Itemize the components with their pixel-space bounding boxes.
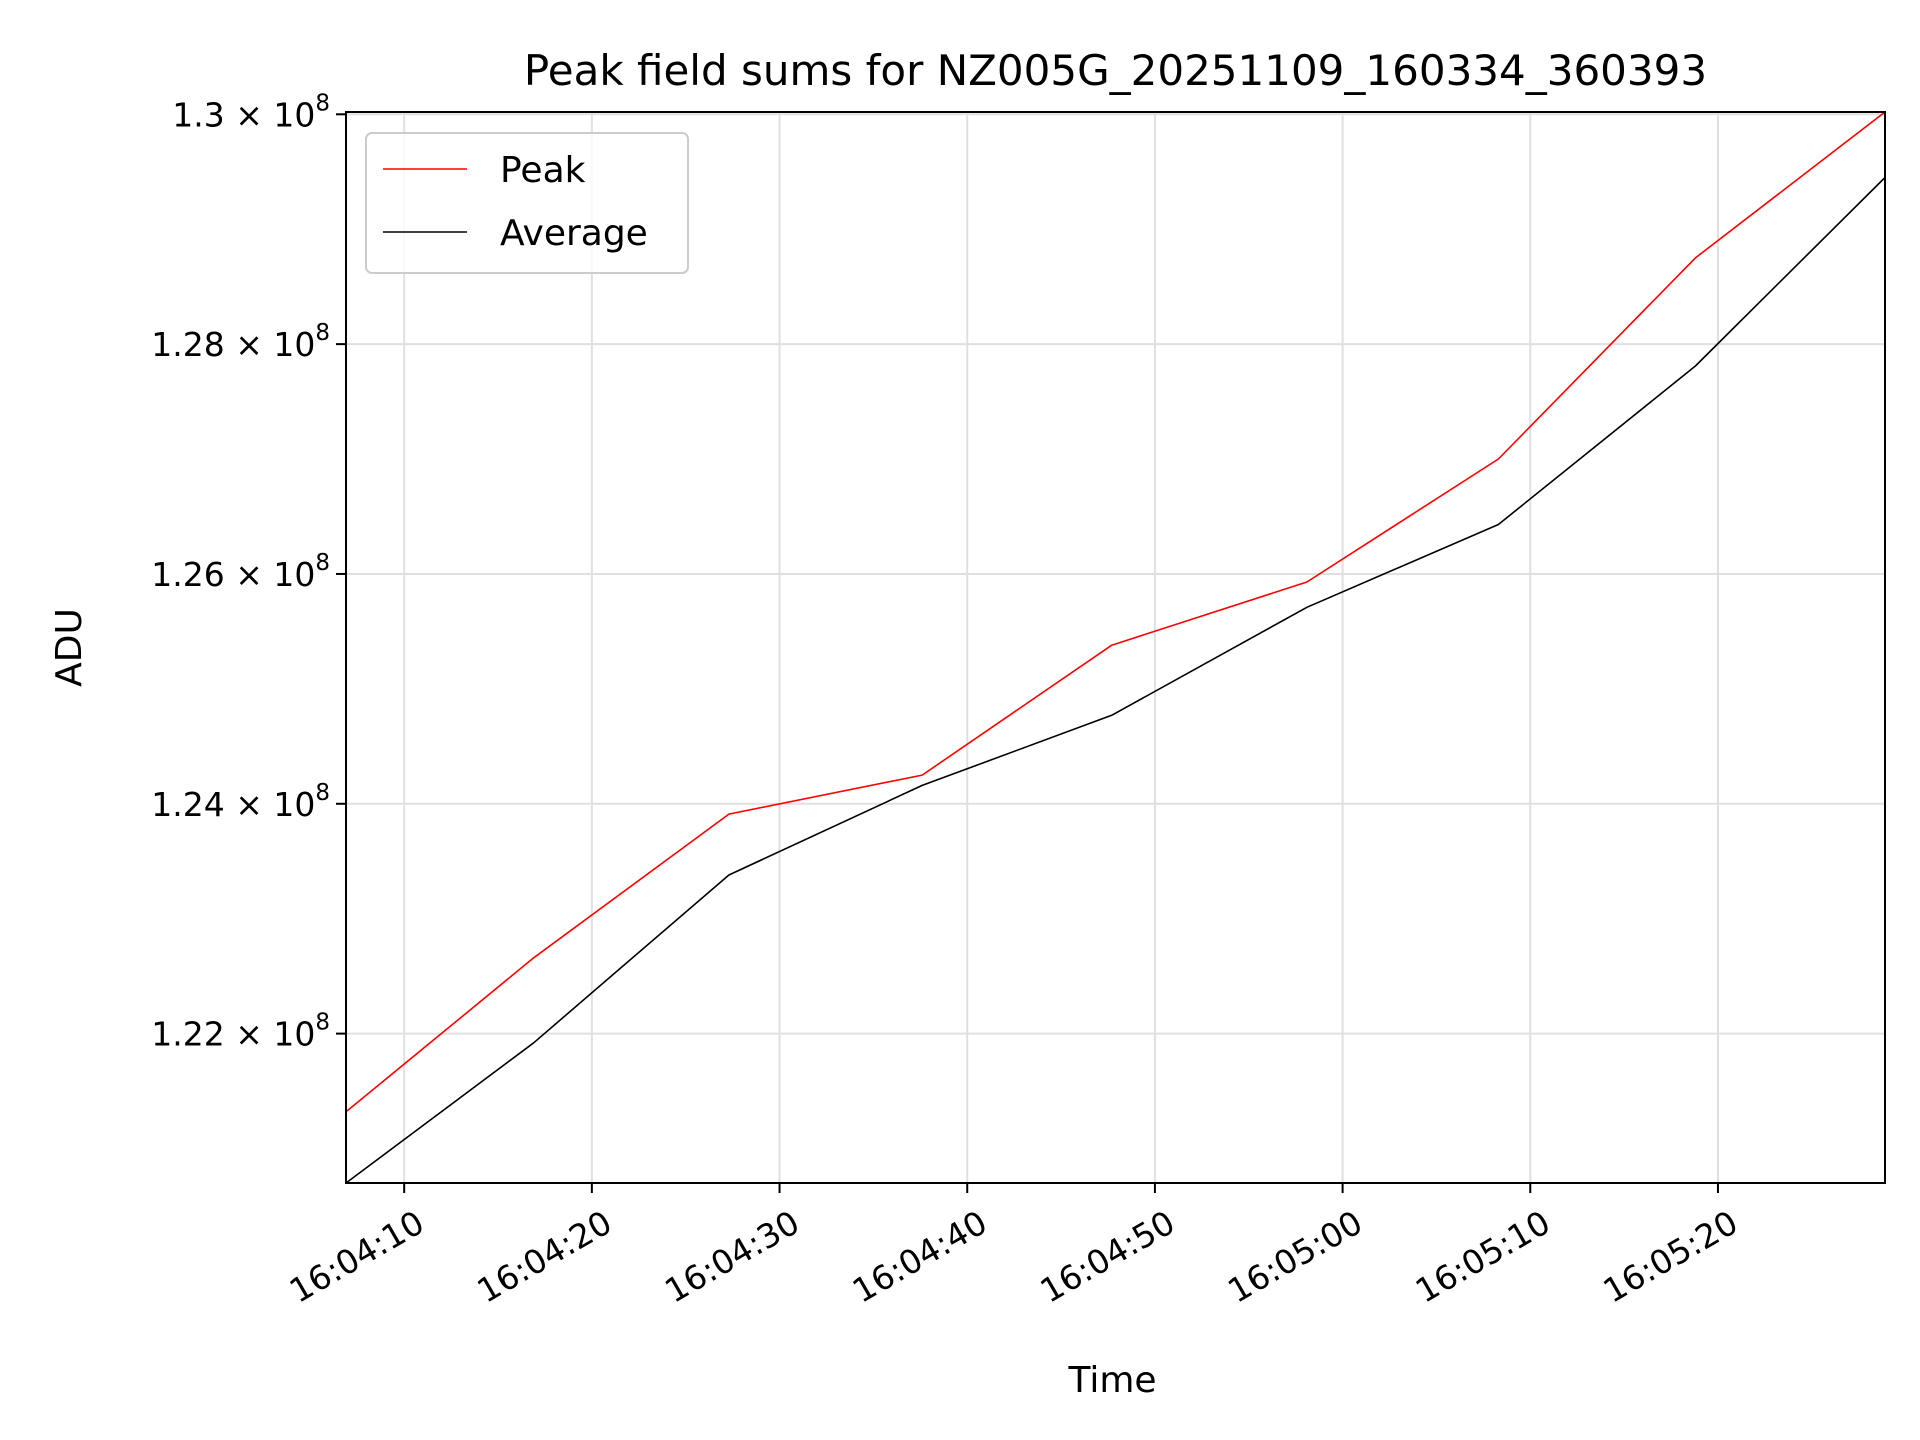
legend-box bbox=[365, 132, 689, 274]
y-tick-label: 1.22 × 108 bbox=[151, 1010, 330, 1054]
grid bbox=[346, 112, 1885, 1183]
y-tick-label: 1.3 × 108 bbox=[172, 90, 330, 134]
y-axis-label: ADU bbox=[49, 608, 90, 687]
y-axis-ticks: 1.22 × 108 1.24 × 108 1.26 × 108 1.28 × 108… bbox=[151, 90, 346, 1054]
plot-frame bbox=[345, 111, 1886, 1184]
legend-label: Peak bbox=[500, 150, 586, 191]
legend-label: Average bbox=[500, 213, 648, 254]
y-tick-label: 1.26 × 108 bbox=[151, 550, 330, 594]
legend: Peak Average bbox=[365, 132, 689, 274]
y-tick-label: 1.24 × 108 bbox=[151, 780, 330, 824]
x-axis-label: Time bbox=[1067, 1360, 1156, 1401]
series-line-average bbox=[345, 176, 1886, 1184]
y-tick-label: 1.28 × 108 bbox=[151, 320, 330, 364]
series-line-peak bbox=[345, 111, 1886, 1113]
chart-title: Peak field sums for NZ005G_20251109_1603… bbox=[524, 46, 1707, 95]
series-layer bbox=[345, 111, 1886, 1184]
